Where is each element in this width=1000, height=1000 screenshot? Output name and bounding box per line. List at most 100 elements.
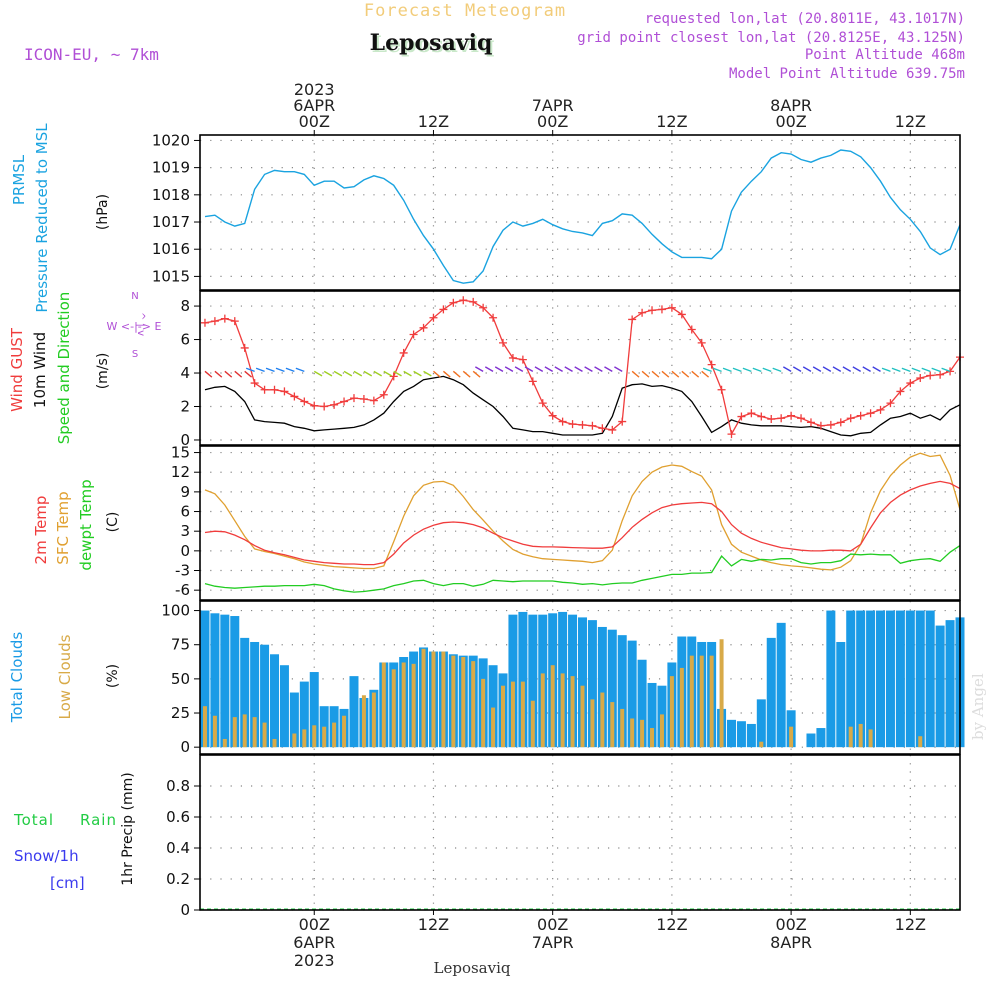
wind-gust-line bbox=[204, 299, 961, 436]
gust-marker bbox=[369, 396, 378, 405]
low-cloud-bar bbox=[630, 718, 635, 748]
y-tick-label: 15 bbox=[171, 444, 190, 462]
wind-direction-arrow bbox=[782, 366, 792, 372]
wind-direction-arrow bbox=[373, 370, 383, 377]
low-cloud-bar bbox=[202, 706, 207, 748]
total-cloud-bar bbox=[935, 625, 945, 748]
gust-marker bbox=[240, 343, 249, 352]
panel-frame bbox=[199, 445, 961, 601]
wind-direction-arrow bbox=[554, 366, 563, 372]
gust-marker bbox=[777, 414, 786, 423]
gust-marker bbox=[628, 315, 637, 324]
gust-marker bbox=[399, 348, 408, 357]
header-location: Leposaviq bbox=[370, 30, 493, 56]
low-cloud-bar bbox=[252, 717, 257, 748]
gust-marker bbox=[200, 318, 209, 327]
gust-marker bbox=[330, 400, 339, 409]
low-cloud-bar bbox=[590, 699, 595, 748]
low-cloud-bar bbox=[302, 729, 307, 748]
low-cloud-bar bbox=[292, 733, 297, 748]
gust-marker bbox=[518, 355, 527, 364]
precip-unit: 1hr Precip (mm) bbox=[120, 772, 136, 885]
gust-marker bbox=[836, 418, 845, 427]
gust-marker bbox=[757, 412, 766, 421]
total-cloud-bar bbox=[349, 676, 359, 748]
wind-direction-arrow bbox=[452, 370, 461, 378]
total-cloud-bar bbox=[756, 699, 766, 748]
gust-marker bbox=[916, 374, 925, 383]
gust-marker bbox=[469, 297, 478, 306]
gust-marker bbox=[677, 310, 686, 319]
gust-marker bbox=[290, 392, 299, 401]
low-cloud-bar bbox=[391, 669, 396, 748]
gust-marker bbox=[717, 385, 726, 394]
wind-direction-arrow bbox=[631, 370, 640, 378]
total-cloud-bar bbox=[816, 728, 826, 748]
gust-marker bbox=[737, 412, 746, 421]
gust-marker bbox=[359, 394, 368, 403]
low-cloud-bar bbox=[272, 738, 277, 748]
gust-marker bbox=[936, 370, 945, 379]
gust-marker bbox=[598, 424, 607, 433]
watermark: by Angel bbox=[969, 673, 987, 740]
wind-direction-arrow bbox=[812, 366, 822, 372]
y-tick-label: 0.4 bbox=[166, 839, 190, 857]
bottom-time-label: 00Z bbox=[299, 915, 330, 934]
low-cloud-bar bbox=[381, 662, 386, 748]
wind-direction-arrow bbox=[911, 367, 921, 373]
low-cloud-bar bbox=[471, 661, 476, 748]
total-cloud-bar bbox=[309, 672, 319, 748]
wind-direction-arrow bbox=[661, 370, 670, 378]
low-cloud-bar bbox=[679, 667, 684, 748]
wind-direction-arrow bbox=[712, 367, 722, 373]
low-cloud-bar bbox=[689, 655, 694, 748]
wind-direction-arrow bbox=[702, 367, 712, 373]
wind-direction-arrow bbox=[275, 367, 285, 373]
bottom-time-label: 00Z bbox=[537, 915, 568, 934]
low-cloud-bar bbox=[322, 726, 327, 748]
panel-frame bbox=[199, 290, 961, 446]
pressure-label-b: Pressure Reduced to MSL bbox=[33, 123, 51, 313]
wind-direction-arrow bbox=[224, 370, 233, 378]
low-cloud-bar bbox=[550, 665, 555, 748]
wind-direction-arrow bbox=[574, 366, 583, 372]
gust-marker bbox=[528, 377, 537, 386]
gust-marker bbox=[270, 385, 279, 394]
total-cloud-bar bbox=[647, 682, 657, 748]
total-cloud-bar bbox=[915, 610, 925, 748]
wind-direction-arrow bbox=[832, 366, 842, 372]
gust-marker bbox=[349, 394, 358, 403]
low-cloud-bar bbox=[501, 685, 506, 748]
low-cloud-bar bbox=[600, 692, 605, 748]
y-tick-label: -3 bbox=[175, 562, 190, 580]
wind-direction-arrow bbox=[504, 366, 514, 372]
compass-s: S bbox=[132, 349, 138, 360]
wind-direction-arrow bbox=[484, 366, 494, 372]
y-tick-label: 50 bbox=[171, 670, 190, 688]
gust-marker bbox=[558, 417, 567, 426]
wind-direction-arrow bbox=[204, 370, 213, 378]
gust-marker bbox=[926, 371, 935, 380]
wind-direction-arrow bbox=[614, 366, 623, 372]
gust-marker bbox=[797, 414, 806, 423]
low-cloud-bar bbox=[491, 707, 496, 748]
gust-marker bbox=[419, 323, 428, 332]
y-tick-label: 1019 bbox=[152, 159, 190, 177]
total-cloud-bar bbox=[577, 617, 587, 748]
wind-direction-arrow bbox=[323, 370, 333, 377]
panel-frame bbox=[199, 134, 961, 291]
top-time-label: 2023 bbox=[294, 80, 335, 99]
wind-direction-arrow bbox=[802, 366, 812, 372]
low-cloud-bar bbox=[659, 714, 664, 748]
header-grid-point: grid point closest lon,lat (20.8125E, 43… bbox=[577, 30, 965, 46]
wind-direction-arrow bbox=[514, 366, 524, 372]
gust-marker bbox=[787, 411, 796, 420]
total-cloud-bar bbox=[617, 635, 627, 748]
wind-direction-arrow bbox=[671, 370, 680, 378]
y-tick-label: -6 bbox=[175, 581, 190, 599]
wind-direction-arrow bbox=[722, 367, 732, 373]
gust-marker bbox=[826, 420, 835, 429]
gust-marker bbox=[707, 360, 716, 369]
cloud-label-a: Total Clouds bbox=[8, 632, 26, 724]
bottom-time-label: 12Z bbox=[895, 915, 926, 934]
